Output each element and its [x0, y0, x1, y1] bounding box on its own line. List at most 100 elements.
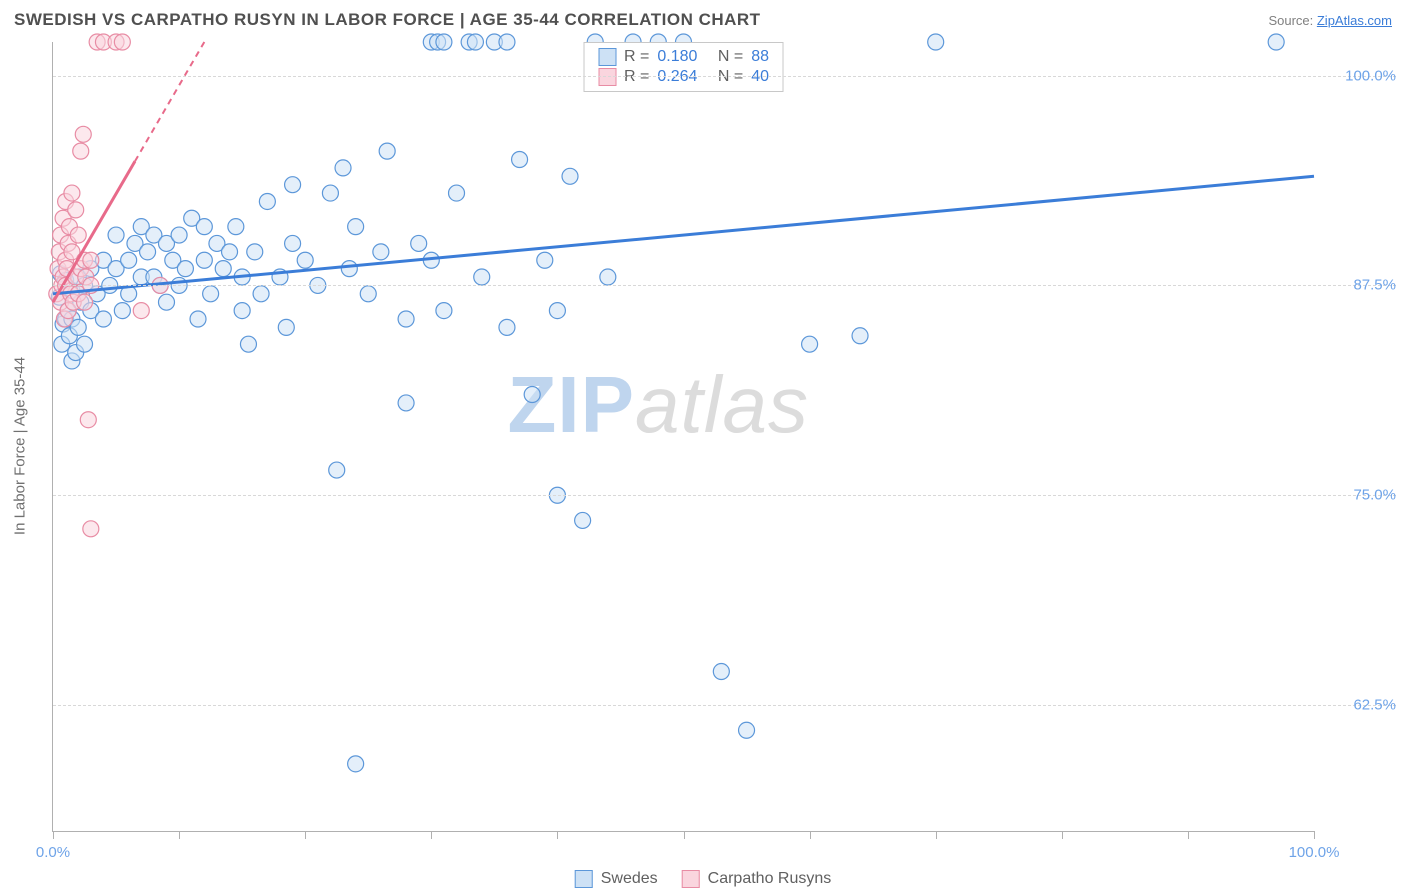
stats-table: R = 0.180 N = 88 R = 0.264 N = 40	[594, 47, 773, 87]
n-label: N =	[714, 47, 747, 67]
data-point	[140, 244, 156, 260]
plot-area: ZIPatlas R = 0.180 N = 88 R = 0.264	[52, 42, 1314, 832]
data-point	[335, 160, 351, 176]
chart-title: SWEDISH VS CARPATHO RUSYN IN LABOR FORCE…	[14, 10, 761, 30]
data-point	[83, 252, 99, 268]
n-value-b: 40	[747, 67, 773, 87]
r-label: R =	[620, 67, 653, 87]
data-point	[398, 311, 414, 327]
data-point	[549, 303, 565, 319]
n-value-a: 88	[747, 47, 773, 67]
title-bar: SWEDISH VS CARPATHO RUSYN IN LABOR FORCE…	[0, 0, 1406, 36]
data-point	[70, 227, 86, 243]
data-point	[80, 412, 96, 428]
xtick	[557, 831, 558, 839]
gridline	[53, 76, 1396, 77]
ytick-label: 62.5%	[1320, 697, 1396, 714]
y-axis-label: In Labor Force | Age 35-44	[12, 357, 29, 535]
swatch-pink-icon	[598, 68, 616, 86]
gridline	[53, 705, 1396, 706]
chart-container: SWEDISH VS CARPATHO RUSYN IN LABOR FORCE…	[0, 0, 1406, 892]
data-point	[713, 664, 729, 680]
data-point	[240, 336, 256, 352]
xtick	[53, 831, 54, 839]
data-point	[114, 34, 130, 50]
data-point	[73, 143, 89, 159]
legend-item-rusyns: Carpatho Rusyns	[682, 870, 832, 888]
data-point	[64, 185, 80, 201]
data-point	[348, 756, 364, 772]
source-attribution: Source: ZipAtlas.com	[1268, 13, 1392, 28]
gridline	[53, 285, 1396, 286]
xtick	[810, 831, 811, 839]
xtick	[684, 831, 685, 839]
data-point	[739, 722, 755, 738]
ytick-label: 75.0%	[1320, 487, 1396, 504]
n-label: N =	[714, 67, 747, 87]
stats-row-rusyns: R = 0.264 N = 40	[594, 67, 773, 87]
data-point	[562, 168, 578, 184]
xtick	[179, 831, 180, 839]
xtick	[1062, 831, 1063, 839]
swatch-blue-icon	[575, 870, 593, 888]
data-point	[196, 219, 212, 235]
data-point	[285, 177, 301, 193]
data-point	[177, 261, 193, 277]
r-label: R =	[620, 47, 653, 67]
data-point	[247, 244, 263, 260]
data-point	[449, 185, 465, 201]
data-point	[196, 252, 212, 268]
xtick	[1188, 831, 1189, 839]
legend-label-a: Swedes	[601, 870, 658, 888]
ytick-label: 87.5%	[1320, 277, 1396, 294]
correlation-stats-box: R = 0.180 N = 88 R = 0.264 N = 40	[583, 42, 784, 92]
data-point	[575, 512, 591, 528]
xtick	[1314, 831, 1315, 839]
data-point	[524, 387, 540, 403]
data-point	[373, 244, 389, 260]
data-point	[83, 521, 99, 537]
data-point	[348, 219, 364, 235]
data-point	[379, 143, 395, 159]
data-point	[852, 328, 868, 344]
data-point	[600, 269, 616, 285]
data-point	[499, 34, 515, 50]
data-point	[436, 303, 452, 319]
r-value-b: 0.264	[653, 67, 701, 87]
data-point	[222, 244, 238, 260]
data-point	[1268, 34, 1284, 50]
data-point	[77, 336, 93, 352]
data-point	[158, 294, 174, 310]
data-point	[329, 462, 345, 478]
data-point	[499, 319, 515, 335]
xtick	[431, 831, 432, 839]
r-value-a: 0.180	[653, 47, 701, 67]
data-point	[70, 319, 86, 335]
data-point	[75, 126, 91, 142]
data-point	[95, 311, 111, 327]
scatter-plot-svg	[53, 42, 1314, 831]
data-point	[171, 227, 187, 243]
data-point	[121, 252, 137, 268]
data-point	[278, 319, 294, 335]
legend-label-b: Carpatho Rusyns	[708, 870, 832, 888]
data-point	[285, 235, 301, 251]
trend-line	[135, 42, 204, 161]
data-point	[259, 193, 275, 209]
data-point	[928, 34, 944, 50]
data-point	[77, 294, 93, 310]
data-point	[537, 252, 553, 268]
xtick-label-left: 0.0%	[36, 844, 70, 861]
data-point	[234, 303, 250, 319]
data-point	[398, 395, 414, 411]
data-point	[190, 311, 206, 327]
source-prefix: Source:	[1268, 13, 1316, 28]
legend: Swedes Carpatho Rusyns	[575, 870, 832, 888]
data-point	[474, 269, 490, 285]
data-point	[215, 261, 231, 277]
xtick	[936, 831, 937, 839]
legend-item-swedes: Swedes	[575, 870, 658, 888]
ytick-label: 100.0%	[1320, 67, 1396, 84]
source-link[interactable]: ZipAtlas.com	[1317, 13, 1392, 28]
gridline	[53, 495, 1396, 496]
